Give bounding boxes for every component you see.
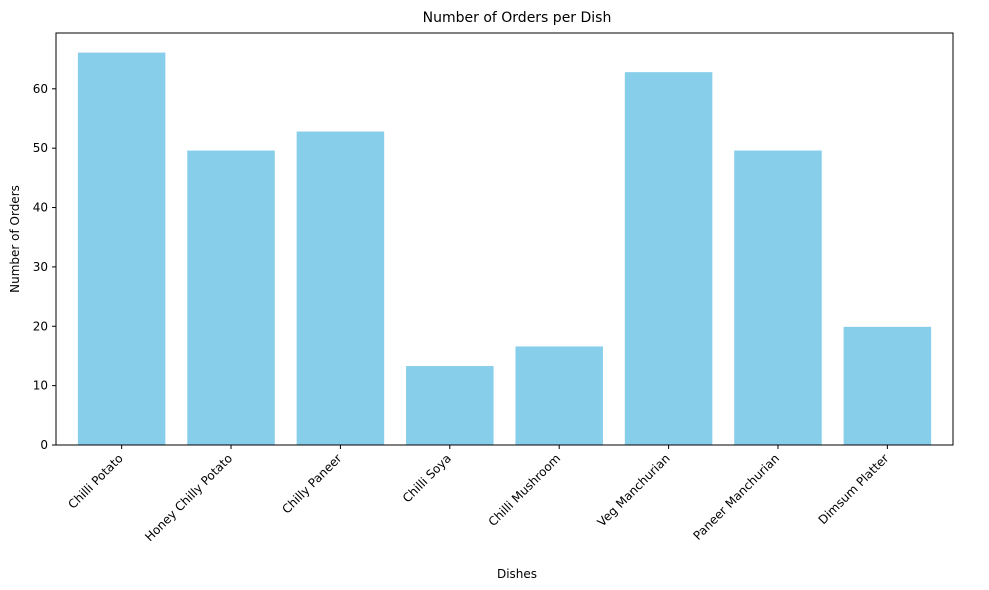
x-tick-label: Veg Manchurian: [595, 451, 673, 529]
x-tick-label: Honey Chilly Potato: [142, 451, 235, 544]
x-tick-label: Chilli Soya: [400, 451, 454, 505]
x-tick-label: Chilli Potato: [65, 451, 125, 511]
y-axis-ticks: 0 10 20 30 40 50 60: [33, 82, 56, 452]
x-axis-label: Dishes: [497, 567, 537, 581]
bar-1: [187, 150, 275, 446]
y-tick-label: 10: [33, 379, 48, 393]
y-tick-label: 20: [33, 319, 48, 333]
x-axis-ticks: Chilli Potato Honey Chilly Potato Chilly P…: [65, 445, 892, 544]
y-axis-label: Number of Orders: [8, 185, 22, 293]
bars-layer: [77, 52, 932, 446]
x-tick-label: Chilly Paneer: [279, 451, 344, 516]
y-tick-label: 30: [33, 260, 48, 274]
y-tick-label: 0: [40, 438, 48, 452]
bar-3: [406, 366, 494, 445]
x-tick-label: Paneer Manchurian: [691, 451, 783, 543]
y-tick-label: 60: [33, 82, 48, 96]
chart-title: Number of Orders per Dish: [423, 10, 612, 26]
y-tick-label: 50: [33, 141, 48, 155]
bar-6: [734, 150, 822, 446]
bar-2: [296, 131, 385, 446]
bar-7: [843, 326, 932, 445]
plot-frame: [55, 32, 954, 446]
bar-4: [515, 346, 603, 445]
x-tick-label: Chilli Mushroom: [486, 451, 564, 529]
bar-5: [624, 72, 713, 446]
bar-0: [77, 52, 166, 446]
x-tick-label: Dimsum Platter: [816, 451, 892, 527]
y-tick-label: 40: [33, 201, 48, 215]
